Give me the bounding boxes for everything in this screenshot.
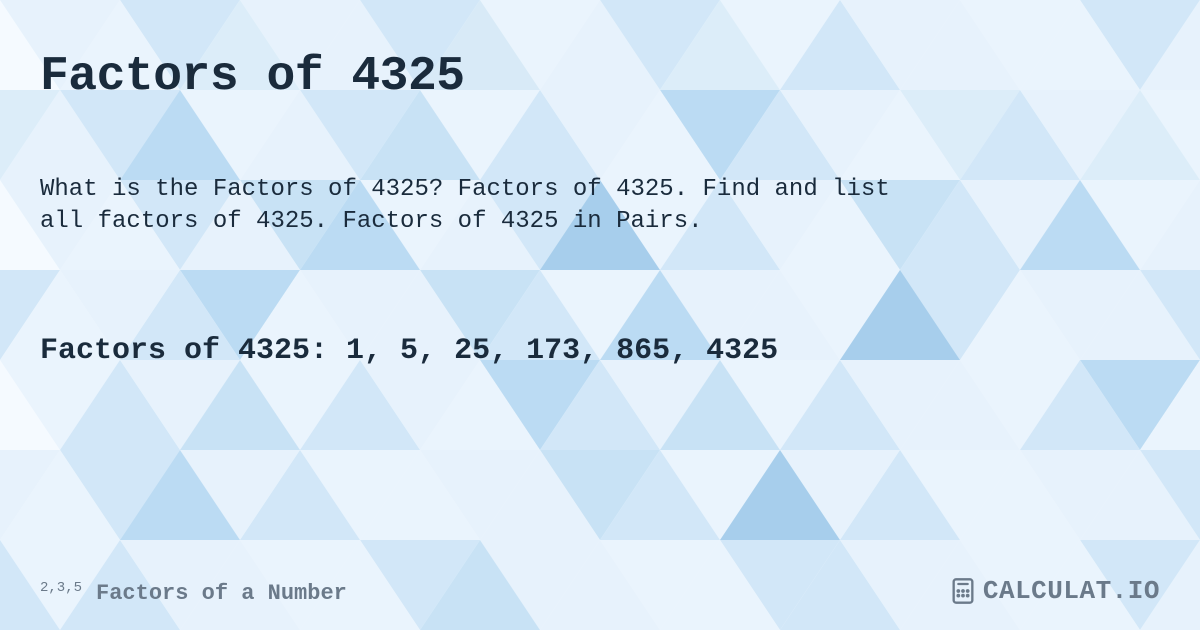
page-title: Factors of 4325 — [40, 50, 1160, 104]
brand-logo: CALCULAT.IO — [949, 576, 1160, 606]
brand-name: CALCULAT.IO — [983, 576, 1160, 606]
description-text: What is the Factors of 4325? Factors of … — [40, 174, 1160, 239]
footer-category: 2,3,5 Factors of a Number — [40, 581, 347, 606]
factors-icon: 2,3,5 — [40, 581, 82, 595]
calculator-icon — [949, 577, 977, 605]
factors-result: Factors of 4325: 1, 5, 25, 173, 865, 432… — [40, 334, 1160, 368]
footer-category-label: Factors of a Number — [96, 581, 347, 606]
